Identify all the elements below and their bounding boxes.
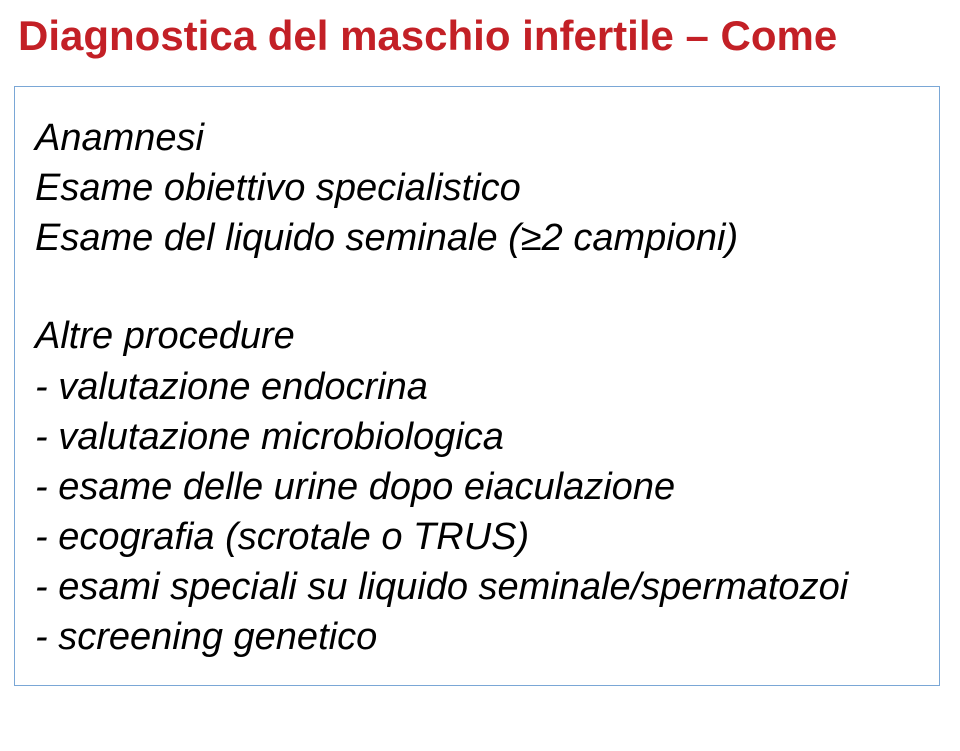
intro-block: Anamnesi Esame obiettivo specialistico E… <box>35 113 919 263</box>
procedure-item-3: - esame delle urine dopo eiaculazione <box>35 462 919 512</box>
line3-prefix: Esame del liquido seminale ( <box>35 217 521 259</box>
procedure-item-2: - valutazione microbiologica <box>35 412 919 462</box>
procedures-block: Altre procedure - valutazione endocrina … <box>35 311 919 662</box>
procedure-item-5: - esami speciali su liquido seminale/spe… <box>35 562 919 612</box>
line-esame-obiettivo: Esame obiettivo specialistico <box>35 163 919 213</box>
line-esame-liquido: Esame del liquido seminale (≥2 campioni) <box>35 213 919 263</box>
procedures-heading: Altre procedure <box>35 311 919 361</box>
ge-symbol: ≥ <box>521 217 542 259</box>
content-box: Anamnesi Esame obiettivo specialistico E… <box>14 86 940 686</box>
slide: Diagnostica del maschio infertile – Come… <box>0 0 960 751</box>
slide-title: Diagnostica del maschio infertile – Come <box>18 12 837 60</box>
procedure-item-4: - ecografia (scrotale o TRUS) <box>35 512 919 562</box>
line3-suffix: 2 campioni) <box>542 217 738 259</box>
line-anamnesi: Anamnesi <box>35 113 919 163</box>
spacer <box>35 263 919 311</box>
procedure-item-1: - valutazione endocrina <box>35 362 919 412</box>
procedure-item-6: - screening genetico <box>35 612 919 662</box>
